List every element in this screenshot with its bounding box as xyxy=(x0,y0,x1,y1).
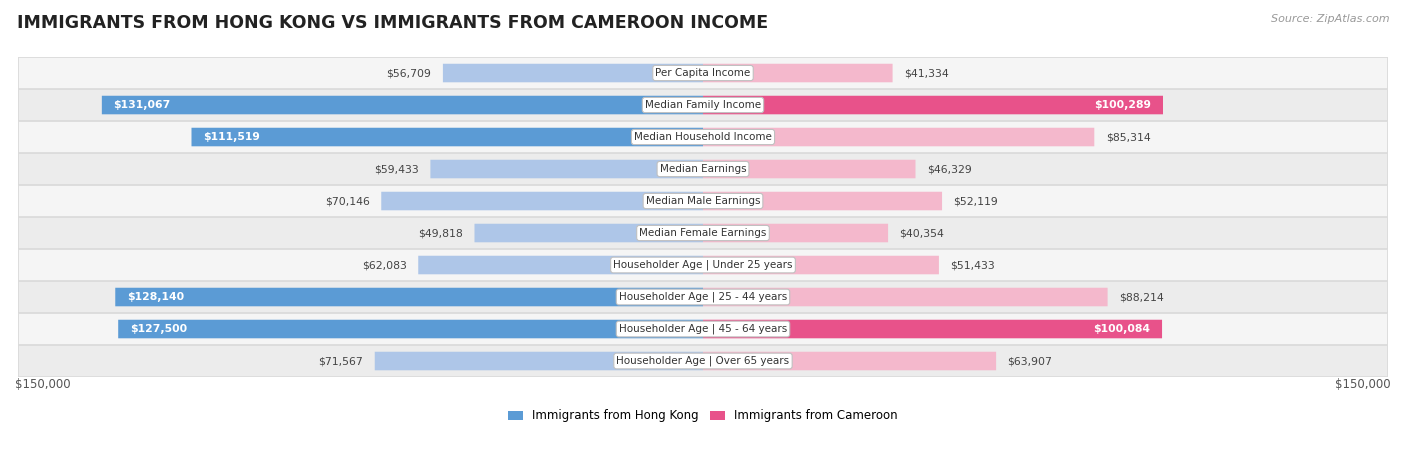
Text: Median Earnings: Median Earnings xyxy=(659,164,747,174)
FancyBboxPatch shape xyxy=(703,160,915,178)
Text: $88,214: $88,214 xyxy=(1119,292,1164,302)
Text: Median Male Earnings: Median Male Earnings xyxy=(645,196,761,206)
Text: $131,067: $131,067 xyxy=(114,100,170,110)
FancyBboxPatch shape xyxy=(703,64,893,82)
Text: $100,084: $100,084 xyxy=(1094,324,1150,334)
FancyBboxPatch shape xyxy=(18,154,1388,184)
Text: Median Household Income: Median Household Income xyxy=(634,132,772,142)
Text: Per Capita Income: Per Capita Income xyxy=(655,68,751,78)
Text: $52,119: $52,119 xyxy=(953,196,998,206)
Text: IMMIGRANTS FROM HONG KONG VS IMMIGRANTS FROM CAMEROON INCOME: IMMIGRANTS FROM HONG KONG VS IMMIGRANTS … xyxy=(17,14,768,32)
FancyBboxPatch shape xyxy=(418,256,703,274)
Text: Median Female Earnings: Median Female Earnings xyxy=(640,228,766,238)
FancyBboxPatch shape xyxy=(703,96,1163,114)
FancyBboxPatch shape xyxy=(703,352,995,370)
FancyBboxPatch shape xyxy=(191,128,703,146)
Text: $150,000: $150,000 xyxy=(1336,378,1391,391)
FancyBboxPatch shape xyxy=(18,121,1388,153)
FancyBboxPatch shape xyxy=(375,352,703,370)
FancyBboxPatch shape xyxy=(115,288,703,306)
Text: $85,314: $85,314 xyxy=(1105,132,1150,142)
FancyBboxPatch shape xyxy=(703,128,1094,146)
FancyBboxPatch shape xyxy=(18,282,1388,312)
Text: Householder Age | 45 - 64 years: Householder Age | 45 - 64 years xyxy=(619,324,787,334)
FancyBboxPatch shape xyxy=(101,96,703,114)
Text: $62,083: $62,083 xyxy=(361,260,406,270)
FancyBboxPatch shape xyxy=(703,224,889,242)
Text: Householder Age | 25 - 44 years: Householder Age | 25 - 44 years xyxy=(619,292,787,302)
FancyBboxPatch shape xyxy=(118,320,703,338)
FancyBboxPatch shape xyxy=(703,288,1108,306)
Text: $41,334: $41,334 xyxy=(904,68,949,78)
Text: $63,907: $63,907 xyxy=(1008,356,1053,366)
Text: $150,000: $150,000 xyxy=(15,378,70,391)
FancyBboxPatch shape xyxy=(703,320,1161,338)
Text: $59,433: $59,433 xyxy=(374,164,419,174)
FancyBboxPatch shape xyxy=(18,89,1388,120)
FancyBboxPatch shape xyxy=(18,346,1388,376)
Text: $49,818: $49,818 xyxy=(418,228,463,238)
Text: $127,500: $127,500 xyxy=(129,324,187,334)
Text: $71,567: $71,567 xyxy=(319,356,363,366)
Text: Median Family Income: Median Family Income xyxy=(645,100,761,110)
FancyBboxPatch shape xyxy=(18,313,1388,345)
FancyBboxPatch shape xyxy=(18,249,1388,281)
Text: $56,709: $56,709 xyxy=(387,68,432,78)
Legend: Immigrants from Hong Kong, Immigrants from Cameroon: Immigrants from Hong Kong, Immigrants fr… xyxy=(509,409,897,422)
Text: $100,289: $100,289 xyxy=(1094,100,1152,110)
FancyBboxPatch shape xyxy=(703,192,942,210)
Text: $51,433: $51,433 xyxy=(950,260,995,270)
FancyBboxPatch shape xyxy=(18,218,1388,248)
FancyBboxPatch shape xyxy=(703,256,939,274)
FancyBboxPatch shape xyxy=(474,224,703,242)
FancyBboxPatch shape xyxy=(18,185,1388,217)
Text: $46,329: $46,329 xyxy=(927,164,972,174)
Text: Source: ZipAtlas.com: Source: ZipAtlas.com xyxy=(1271,14,1389,24)
Text: $111,519: $111,519 xyxy=(202,132,260,142)
Text: $128,140: $128,140 xyxy=(127,292,184,302)
FancyBboxPatch shape xyxy=(443,64,703,82)
Text: Householder Age | Over 65 years: Householder Age | Over 65 years xyxy=(616,356,790,366)
Text: $70,146: $70,146 xyxy=(325,196,370,206)
FancyBboxPatch shape xyxy=(430,160,703,178)
FancyBboxPatch shape xyxy=(381,192,703,210)
Text: $40,354: $40,354 xyxy=(900,228,945,238)
Text: Householder Age | Under 25 years: Householder Age | Under 25 years xyxy=(613,260,793,270)
FancyBboxPatch shape xyxy=(18,57,1388,89)
